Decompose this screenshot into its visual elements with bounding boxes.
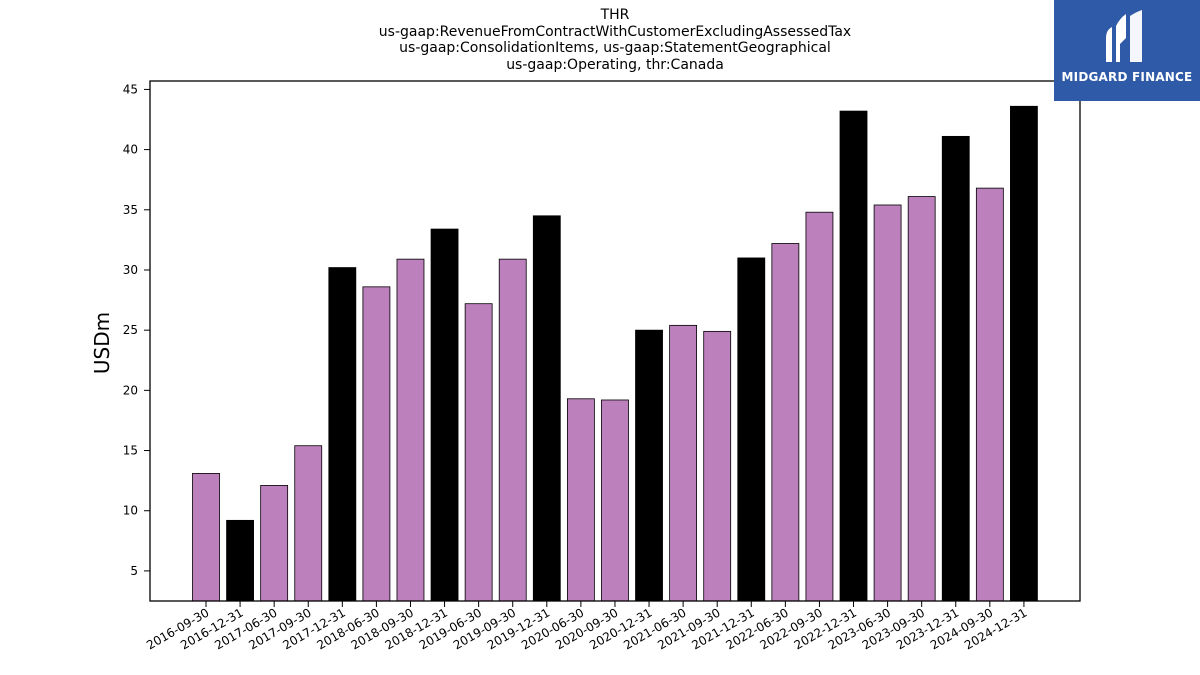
y-tick-label: 45 [123,82,138,96]
bar [601,399,629,602]
bar [975,187,1004,602]
bar [737,257,766,602]
bar [566,398,595,602]
y-tick-label: 30 [123,263,138,277]
bar [703,330,732,602]
y-axis-label: USDm [90,312,114,374]
bar [907,196,936,602]
chart-title-line-4: us-gaap:Operating, thr:Canada [506,57,724,73]
y-tick-label: 20 [123,383,138,397]
bar [362,286,391,602]
y-tick-label: 35 [123,203,138,217]
bar [873,204,902,602]
brand-logo: MIDGARD FINANCE [1054,0,1200,101]
bar [635,329,663,602]
chart-title-line-1: THR [600,7,630,23]
midgard-logo-icon [1106,10,1142,62]
y-tick-label: 25 [123,323,138,337]
bar [771,243,800,602]
bar [328,267,357,602]
bar [430,228,459,602]
bar [464,303,493,602]
y-tick-label: 5 [130,564,138,578]
bar [805,211,834,602]
bar [498,258,527,602]
bar [192,473,220,602]
chart-title-line-3: us-gaap:ConsolidationItems, us-gaap:Stat… [399,40,831,56]
brand-name: MIDGARD FINANCE [1061,70,1193,84]
bar [294,445,323,602]
bar [669,324,698,602]
bar [226,519,254,602]
bar [839,110,868,602]
y-tick-label: 10 [123,504,138,518]
bar [1010,105,1038,602]
bar [532,215,561,602]
bar [260,485,289,602]
y-tick-label: 40 [123,143,138,157]
bar [941,135,970,602]
chart-title-line-2: us-gaap:RevenueFromContractWithCustomerE… [378,24,852,40]
y-tick-label: 15 [123,444,138,458]
bar [396,258,425,602]
